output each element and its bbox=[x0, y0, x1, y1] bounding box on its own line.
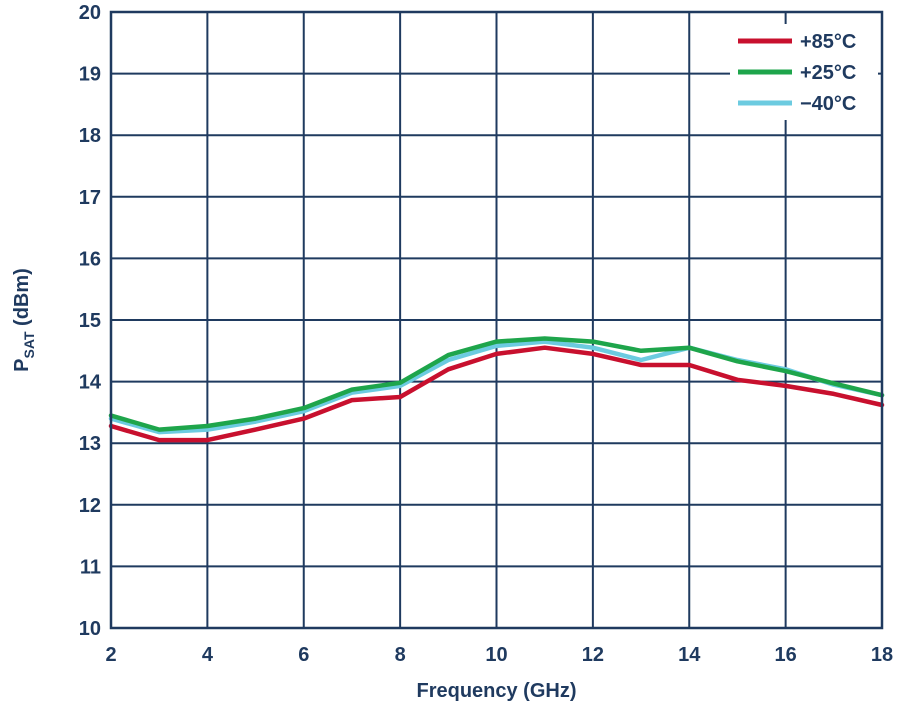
y-tick-label: 18 bbox=[79, 125, 101, 147]
y-tick-label: 10 bbox=[79, 618, 101, 640]
x-tick-label: 18 bbox=[871, 644, 893, 666]
x-tick-label: 14 bbox=[678, 644, 701, 666]
x-axis-label: Frequency (GHz) bbox=[416, 680, 576, 702]
y-tick-label: 17 bbox=[79, 187, 101, 209]
y-tick-label: 11 bbox=[80, 556, 101, 578]
y-axis-label-unit: (dBm) bbox=[11, 268, 33, 331]
x-tick-label: 16 bbox=[775, 644, 797, 666]
y-tick-label: 14 bbox=[79, 372, 102, 394]
y-tick-label: 15 bbox=[79, 310, 101, 332]
series-line-0 bbox=[108, 345, 885, 443]
series-lines bbox=[108, 336, 885, 443]
y-tick-label: 20 bbox=[79, 2, 101, 24]
y-tick-label: 13 bbox=[79, 433, 101, 455]
legend-label-2: −40°C bbox=[800, 93, 856, 115]
legend-label-0: +85°C bbox=[800, 31, 856, 53]
x-tick-label: 2 bbox=[105, 644, 116, 666]
x-tick-label: 12 bbox=[582, 644, 604, 666]
plot-frame bbox=[109, 10, 884, 630]
x-tick-labels: 2 4 6 8 10 12 14 16 18 bbox=[105, 644, 893, 666]
y-axis-label-main: P bbox=[11, 358, 33, 371]
x-tick-label: 6 bbox=[298, 644, 309, 666]
x-tick-label: 4 bbox=[202, 644, 214, 666]
y-tick-label: 16 bbox=[79, 248, 101, 270]
y-axis-label-sub: SAT bbox=[21, 331, 37, 358]
series-line-1 bbox=[108, 336, 885, 432]
legend: +85°C +25°C −40°C bbox=[730, 24, 878, 120]
y-tick-labels: 10 11 12 13 14 15 16 17 18 19 20 bbox=[79, 2, 102, 640]
y-axis-label: PSAT (dBm) bbox=[11, 268, 37, 372]
x-tick-label: 10 bbox=[485, 644, 507, 666]
y-tick-label: 12 bbox=[79, 495, 101, 517]
x-tick-label: 8 bbox=[395, 644, 406, 666]
y-tick-label: 19 bbox=[79, 64, 101, 86]
legend-label-1: +25°C bbox=[800, 62, 856, 84]
